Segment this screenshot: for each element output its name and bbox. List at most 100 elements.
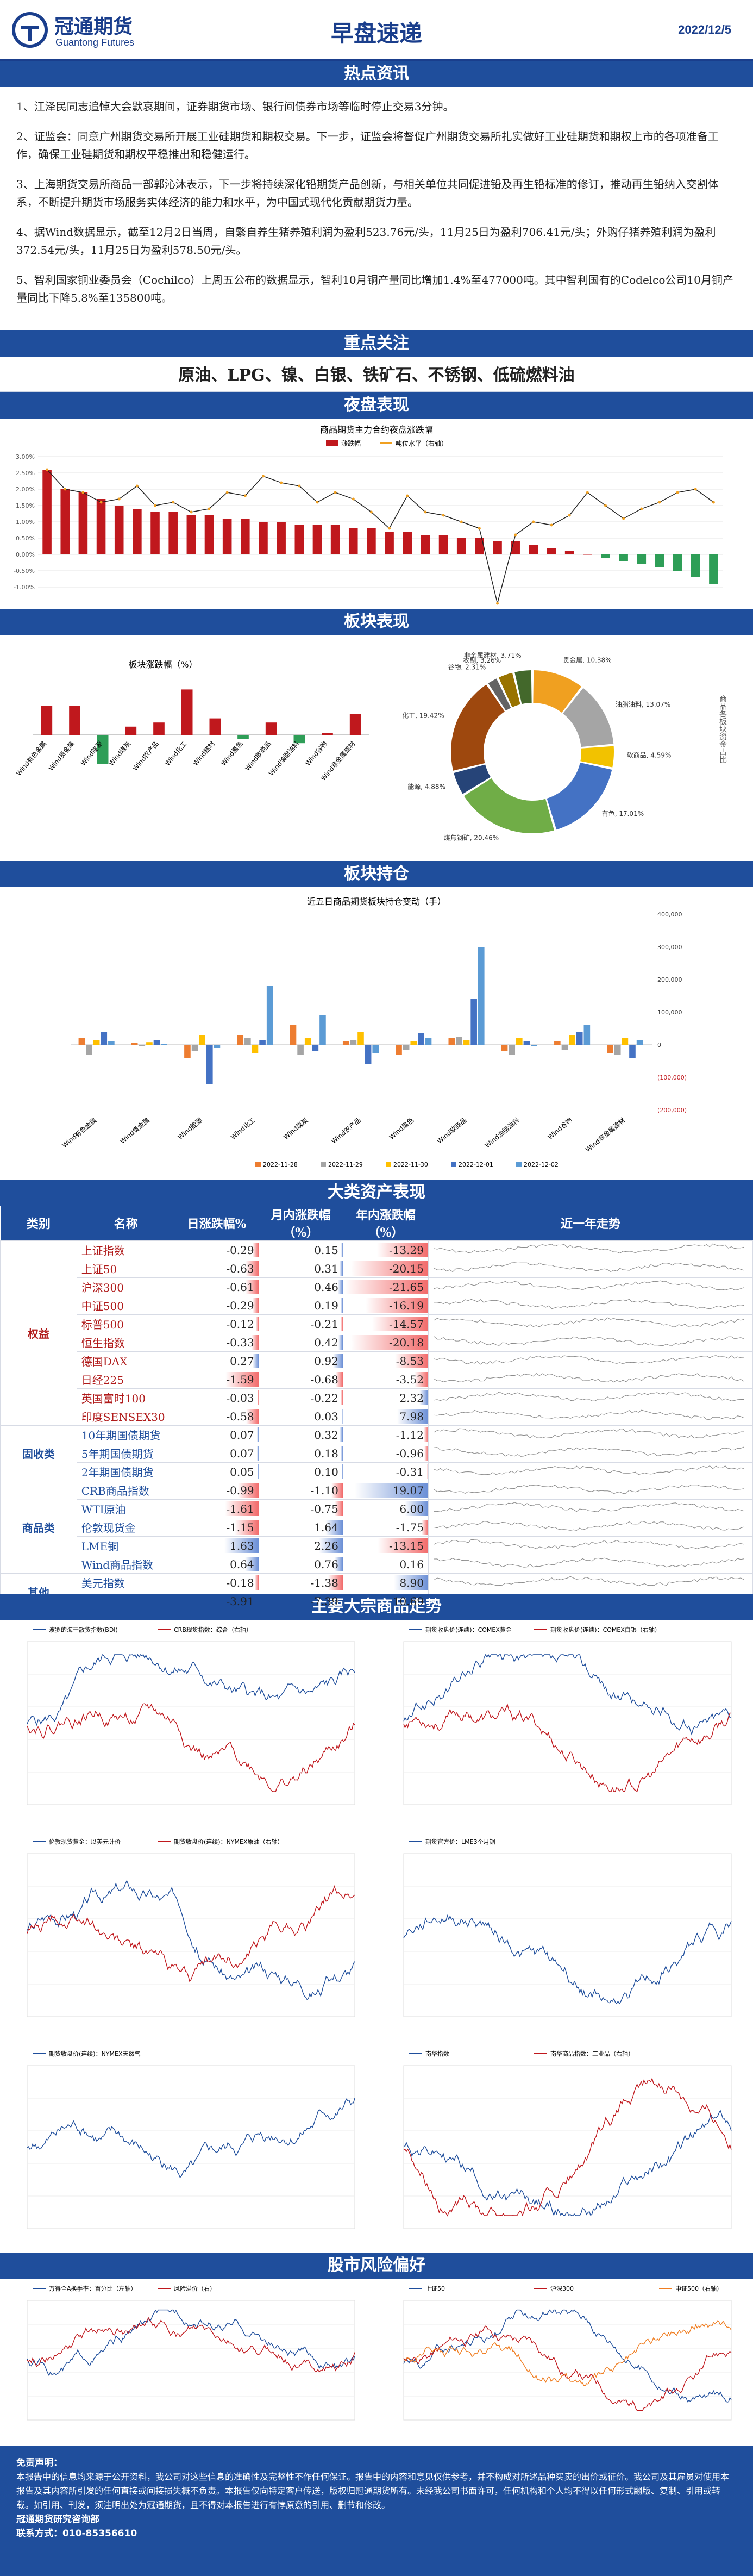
sparkline (428, 1518, 753, 1537)
asset-y-value: -1.75 (342, 1518, 429, 1537)
bar (493, 541, 502, 554)
bar (168, 512, 178, 554)
bar (523, 1041, 530, 1045)
asset-m-value: -0.75 (258, 1499, 343, 1518)
asset-name: CRB商品指数 (76, 1481, 175, 1500)
value-text: 0.18 (314, 1446, 338, 1460)
page-title: 早盘速递 (330, 20, 422, 47)
section-assets: 大类资产表现 (0, 1180, 753, 1206)
sparkline (428, 1370, 753, 1389)
sparkline-chart (434, 1520, 744, 1531)
tick-label: Wind贵金属 (47, 739, 76, 772)
asset-m-value: 0.76 (258, 1555, 343, 1574)
footer-dept: 冠通期货研究咨询部 (16, 2514, 99, 2525)
bar (421, 535, 430, 554)
bar (237, 735, 249, 739)
asset-y-value: -3.52 (342, 1370, 429, 1389)
bar (304, 1038, 311, 1045)
value-text: 0.31 (314, 1262, 338, 1275)
section-commodities: 主要大宗商品走势 (0, 1594, 753, 1620)
bar (475, 538, 484, 554)
asset-y-value: -13.29 (342, 1240, 429, 1259)
series-line (27, 1703, 355, 1792)
value-text: 0.46 (314, 1280, 338, 1294)
legend-label: 涨跌幅 (341, 439, 361, 447)
bar (569, 1035, 575, 1045)
legend-label: 期货收盘价(连续)：COMEX黄金 (425, 1626, 512, 1633)
series-line (403, 2077, 732, 2217)
tick-label: (200,000) (657, 1107, 687, 1114)
bar (516, 1038, 523, 1045)
bar (691, 554, 700, 577)
sparkline (428, 1425, 753, 1444)
bar (418, 1033, 424, 1045)
bar (456, 538, 466, 554)
section-night: 夜盘表现 (0, 392, 753, 419)
series-point (640, 507, 643, 510)
tick-label: 1.00% (16, 519, 35, 526)
legend-swatch (255, 1162, 261, 1167)
asset-m-value: 0.10 (258, 1462, 343, 1481)
tick-label: Wind煤炭 (108, 740, 133, 767)
report-date: 2022/12/5 (678, 23, 731, 36)
legend-swatch (326, 440, 338, 446)
series-point (532, 520, 535, 523)
bar (673, 554, 682, 571)
chart-title: 商品期货主力合约夜盘涨跌幅 (320, 425, 433, 435)
pie-label: 非金属建材, 3.71% (464, 651, 522, 659)
pie-label: 软商品, 4.59% (627, 751, 672, 759)
pie-slice (498, 672, 520, 708)
asset-name: 上证50 (76, 1259, 175, 1278)
pie-label: 能源, 4.88% (407, 783, 445, 790)
asset-category: 权益 (0, 1240, 77, 1426)
tick-label: Wind谷物 (547, 1117, 574, 1142)
tick-label: -1.00% (14, 584, 35, 591)
bar (209, 718, 221, 735)
bar (365, 1045, 372, 1064)
sparkline-chart (434, 1485, 744, 1494)
legend-label: 风险溢价（右） (174, 2285, 216, 2292)
series-point (568, 514, 571, 517)
tick-label: 1.50% (16, 502, 35, 509)
value-bar (340, 1390, 343, 1405)
sector-chart-panel: 板块涨跌幅（%） Wind有色金属 Wind贵金属 Wind能源 Wind煤炭 Wind农… (0, 635, 380, 852)
value-bar (337, 1280, 343, 1294)
bar (146, 1042, 153, 1045)
tick-label: 0 (657, 1041, 661, 1049)
section-holding: 板块持仓 (0, 861, 753, 887)
asset-name: 伦敦现货金 (76, 1518, 175, 1537)
plot-frame (403, 1641, 732, 1805)
asset-y-value: 2.32 (342, 1388, 429, 1407)
bar (97, 735, 109, 764)
value-text: -0.29 (226, 1299, 254, 1312)
sparkline (428, 1499, 753, 1518)
value-text: -1.38 (310, 1576, 338, 1589)
pie-slice (514, 670, 532, 704)
legend-swatch (321, 1162, 326, 1167)
asset-name: 10年期国债期货 (76, 1425, 175, 1444)
tick-label: Wind化工 (229, 1117, 256, 1142)
bar (186, 515, 196, 554)
legend-label: 伦敦现货黄金：以美元计价 (49, 1838, 121, 1845)
bar (241, 519, 250, 554)
bar (655, 554, 664, 567)
company-name-en: Guantong Futures (55, 37, 135, 48)
value-bar (234, 1520, 259, 1535)
sparkline-chart (434, 1355, 744, 1365)
value-bar (256, 1446, 259, 1461)
tick-label: Wind有色金属 (14, 739, 48, 777)
value-bar (366, 1298, 428, 1313)
sparkline-chart (434, 1409, 744, 1420)
bar (350, 1040, 357, 1045)
bar (96, 499, 106, 554)
bar (322, 733, 333, 735)
news-list: 1、江泽民同志追悼大会默哀期间，证券期货市场、银行间债券市场等临时停止交易3分钟… (16, 98, 737, 319)
pie-slice (533, 670, 581, 713)
pie-slice (547, 762, 612, 830)
bar (349, 714, 361, 735)
legend-label: 2022-11-28 (263, 1161, 298, 1168)
pie-label: 煤焦钢矿, 20.46% (444, 834, 499, 842)
line-chart-panel: 期货收盘价(连续)：NYMEX天然气 (0, 2044, 376, 2250)
series-point (352, 497, 355, 501)
